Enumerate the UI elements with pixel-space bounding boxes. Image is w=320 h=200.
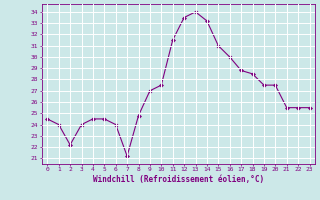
X-axis label: Windchill (Refroidissement éolien,°C): Windchill (Refroidissement éolien,°C) — [93, 175, 264, 184]
